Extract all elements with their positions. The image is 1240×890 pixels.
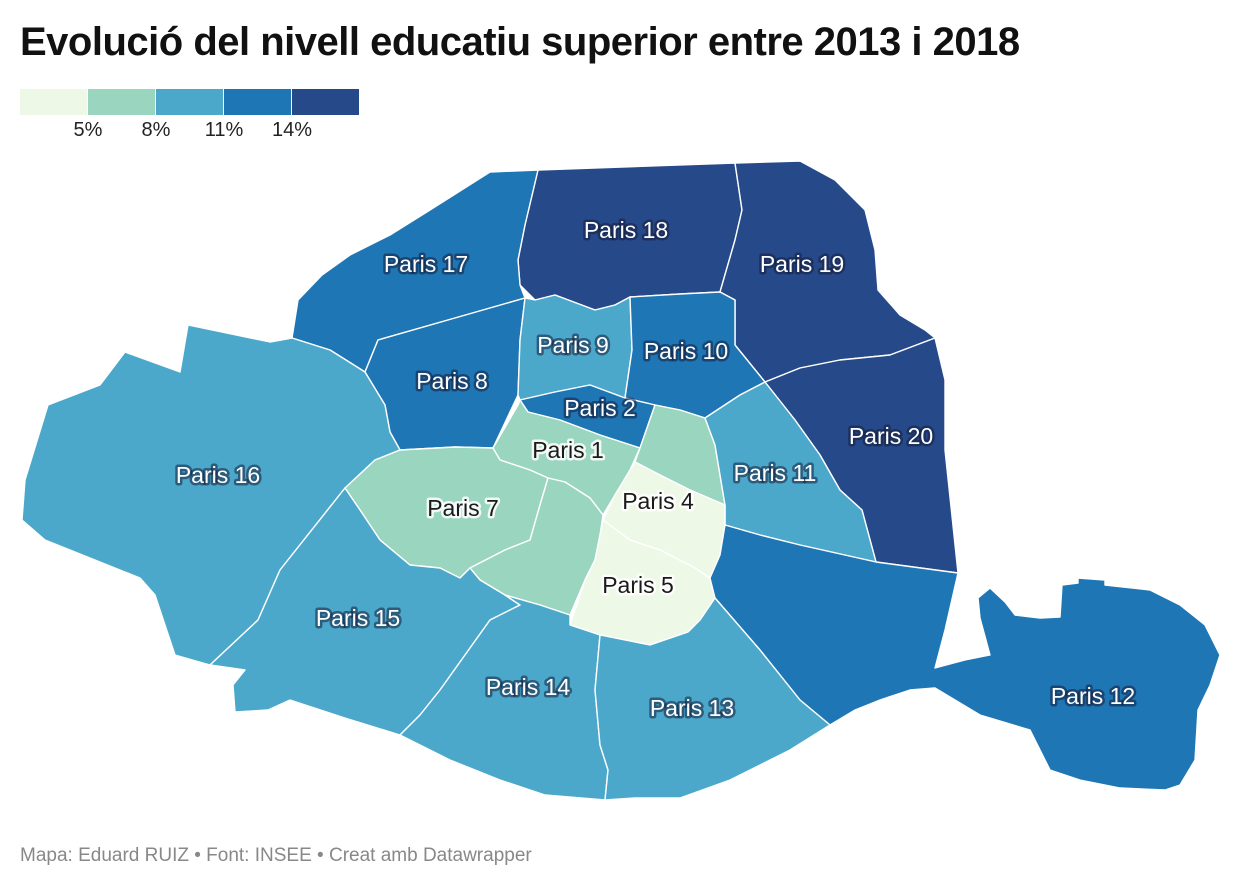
label-paris-2: Paris 2: [564, 395, 636, 421]
legend-tick-11pct: 11%: [204, 119, 244, 141]
district-paris-12[interactable]: [709, 524, 1221, 791]
label-paris-17: Paris 17: [384, 251, 468, 277]
label-paris-1: Paris 1: [532, 437, 604, 463]
label-paris-12: Paris 12: [1051, 683, 1135, 709]
district-paris-14[interactable]: [399, 594, 609, 801]
legend-swatch-4: [224, 89, 291, 115]
district-paris-13[interactable]: [594, 597, 831, 801]
label-paris-20: Paris 20: [849, 423, 933, 449]
label-paris-18: Paris 18: [584, 217, 668, 243]
chart-title: Evolució del nivell educatiu superior en…: [20, 20, 1020, 64]
label-paris-13: Paris 13: [650, 695, 734, 721]
legend-swatch-3: [156, 89, 223, 115]
legend-tick-8pct: 8%: [141, 119, 171, 141]
district-paris-16[interactable]: [21, 324, 401, 666]
label-paris-15: Paris 15: [316, 605, 400, 631]
label-paris-5: Paris 5: [602, 572, 674, 598]
label-paris-10: Paris 10: [644, 338, 728, 364]
legend-swatch-5: [292, 89, 359, 115]
color-legend: 5% 8% 11% 14%: [20, 89, 360, 149]
label-paris-19: Paris 19: [760, 251, 844, 277]
label-paris-14: Paris 14: [486, 674, 571, 700]
legend-swatch-1: [20, 89, 87, 115]
label-paris-16: Paris 16: [176, 462, 260, 488]
label-paris-7: Paris 7: [427, 495, 499, 521]
legend-tick-14pct: 14%: [271, 119, 313, 141]
source-credit: Mapa: Eduard RUIZ • Font: INSEE • Creat …: [20, 845, 532, 866]
legend-swatch-2: [88, 89, 155, 115]
legend-tick-5pct: 5%: [73, 119, 103, 141]
label-paris-11: Paris 11: [734, 460, 817, 486]
label-paris-9: Paris 9: [537, 332, 609, 358]
label-paris-4: Paris 4: [622, 488, 694, 514]
label-paris-8: Paris 8: [416, 368, 488, 394]
